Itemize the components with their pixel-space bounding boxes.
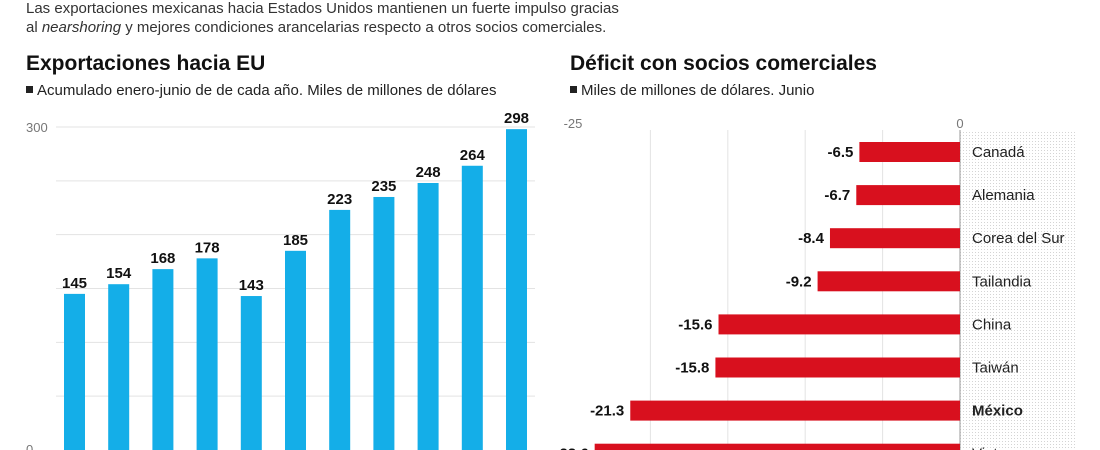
data-label: 223 <box>327 191 352 208</box>
bar <box>108 284 130 450</box>
data-label: 298 <box>504 110 529 127</box>
bullet-icon <box>26 86 33 93</box>
data-label: -9.2 <box>786 273 812 290</box>
bar <box>329 209 351 450</box>
exports-chart-subtitle: Acumulado enero-junio de de cada año. Mi… <box>26 82 496 99</box>
intro-line-2: al nearshoring y mejores condiciones ara… <box>26 18 619 37</box>
data-label: 248 <box>416 164 441 181</box>
exports-chart-subtitle-text: Acumulado enero-junio de de cada año. Mi… <box>37 82 497 99</box>
bar <box>594 443 960 450</box>
data-label: -23.6 <box>554 446 588 450</box>
bullet-icon <box>570 86 577 93</box>
category-label: Alemania <box>972 187 1035 204</box>
category-label: Corea del Sur <box>972 230 1065 247</box>
category-label: Tailandia <box>972 273 1032 290</box>
bar <box>829 228 960 249</box>
bar <box>285 250 306 450</box>
data-label: 185 <box>283 232 308 249</box>
data-label: -21.3 <box>590 403 624 420</box>
bar <box>240 296 262 450</box>
intro-nearshoring: nearshoring <box>41 19 122 36</box>
data-label: -6.7 <box>824 187 850 204</box>
data-label: 178 <box>195 239 220 256</box>
x-tick-label: 0 <box>956 116 963 131</box>
category-label: China <box>972 316 1012 333</box>
bar <box>817 271 960 292</box>
category-label: Taiwán <box>972 360 1019 377</box>
exports-chart-title: Exportaciones hacia EU <box>26 52 266 75</box>
bar <box>417 182 439 450</box>
intro-line-2-pre: al <box>26 19 42 36</box>
data-label: 143 <box>239 277 264 294</box>
bar <box>630 400 960 421</box>
bar <box>196 258 218 450</box>
category-label: México <box>972 403 1023 420</box>
bar <box>715 357 960 378</box>
label-column-background <box>960 130 1076 450</box>
deficit-chart-subtitle-text: Miles de millones de dólares. Junio <box>581 82 815 99</box>
bar <box>64 293 85 450</box>
intro-line-2-post: y mejores condiciones arancelarias respe… <box>121 19 607 36</box>
data-label: 145 <box>62 275 87 292</box>
deficit-chart-subtitle: Miles de millones de dólares. Junio <box>570 82 814 99</box>
x-tick-label: -25 <box>564 116 583 131</box>
category-label: Canadá <box>972 144 1025 161</box>
bar <box>859 142 960 162</box>
bar <box>718 314 960 335</box>
y-tick-label: 300 <box>26 120 48 135</box>
deficit-chart-title: Déficit con socios comerciales <box>570 52 877 75</box>
data-label: 264 <box>460 147 486 164</box>
category-label: Vietnam <box>972 446 1027 450</box>
bar <box>461 165 483 450</box>
intro-text: Las exportaciones mexicanas hacia Estado… <box>26 0 619 37</box>
data-label: -8.4 <box>798 230 825 247</box>
bar <box>152 269 174 450</box>
bar <box>506 129 527 450</box>
data-label: 168 <box>150 250 175 267</box>
data-label: 154 <box>106 265 132 282</box>
data-label: -6.5 <box>828 144 854 161</box>
intro-line-1: Las exportaciones mexicanas hacia Estado… <box>26 0 619 17</box>
data-label: -15.8 <box>675 360 709 377</box>
data-label: -15.6 <box>678 316 712 333</box>
y-tick-label: 0 <box>26 442 33 450</box>
bar <box>373 196 395 450</box>
bar <box>856 185 960 206</box>
data-label: 235 <box>371 178 396 195</box>
